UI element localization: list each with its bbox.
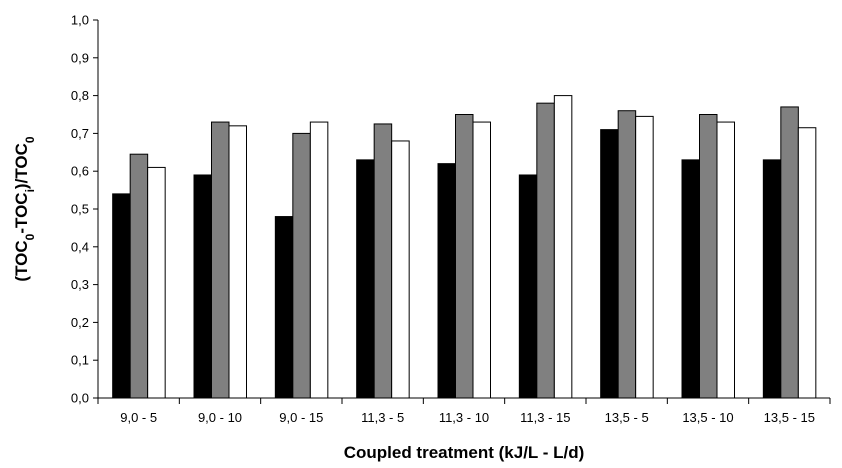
bar-series-2 — [455, 114, 474, 399]
bar-series-3 — [391, 140, 410, 399]
bar-series-2 — [292, 132, 311, 399]
y-tick-label: 0,6 — [71, 164, 89, 179]
bar-series-3 — [228, 125, 247, 399]
x-axis-ticks: 9,0 - 5 9,0 - 10 9,0 - 15 11,3 - 5 11,3 - 10… — [97, 398, 831, 425]
x-tick-label: 11,3 - 10 — [439, 410, 489, 425]
bar-series-1 — [274, 216, 294, 399]
bar-series-2 — [699, 114, 718, 399]
bars — [112, 95, 817, 399]
bar-series-1 — [600, 129, 619, 399]
bar-series-2 — [129, 153, 149, 399]
x-axis-title: Coupled treatment (kJ/L - L/d) — [344, 443, 585, 462]
bar-series-2 — [617, 110, 637, 399]
x-tick-label: 9,0 - 5 — [120, 410, 157, 425]
y-tick-label: 0,9 — [71, 50, 89, 65]
y-tick-label: 0,4 — [71, 239, 89, 254]
x-tick-label: 9,0 - 10 — [198, 410, 242, 425]
x-tick-label: 11,3 - 15 — [520, 410, 570, 425]
y-tick-label: 0,0 — [71, 391, 89, 406]
bar-series-1 — [437, 163, 456, 399]
y-tick-label: 0,3 — [71, 277, 89, 292]
x-tick-label: 9,0 - 15 — [279, 410, 323, 425]
y-tick-label: 0,8 — [71, 88, 89, 103]
bar-series-1 — [112, 193, 131, 399]
bar-series-2 — [211, 121, 230, 399]
bar-series-2 — [536, 102, 555, 399]
bar-series-1 — [193, 174, 212, 399]
bar-series-2 — [780, 106, 799, 399]
y-tick-label: 0,5 — [71, 202, 89, 217]
bar-series-2 — [373, 123, 393, 399]
bar-series-3 — [797, 127, 817, 399]
bar-series-3 — [553, 95, 573, 399]
y-axis-ticks: 0,0 0,1 0,2 0,3 0,4 0,5 0,6 0,7 0,8 0,9 1,0 — [71, 13, 98, 406]
y-axis-title: (TOC0-TOCi)/TOC0 — [12, 136, 37, 282]
x-tick-label: 13,5 - 5 — [605, 410, 649, 425]
y-tick-label: 0,1 — [71, 353, 89, 368]
bar-series-3 — [309, 121, 329, 399]
bar-series-3 — [635, 115, 654, 399]
bar-series-1 — [681, 159, 700, 399]
bar-series-3 — [716, 121, 735, 399]
x-tick-label: 13,5 - 10 — [682, 410, 733, 425]
y-tick-label: 0,2 — [71, 315, 89, 330]
bar-series-1 — [356, 159, 375, 399]
bar-series-1 — [762, 159, 782, 399]
bar-series-1 — [518, 174, 538, 399]
x-tick-label: 13,5 - 15 — [764, 410, 815, 425]
y-tick-label: 1,0 — [71, 13, 89, 28]
x-tick-label: 11,3 - 5 — [361, 410, 404, 425]
y-tick-label: 0,7 — [71, 126, 89, 141]
bar-series-3 — [147, 166, 166, 399]
bar-series-3 — [472, 121, 491, 399]
